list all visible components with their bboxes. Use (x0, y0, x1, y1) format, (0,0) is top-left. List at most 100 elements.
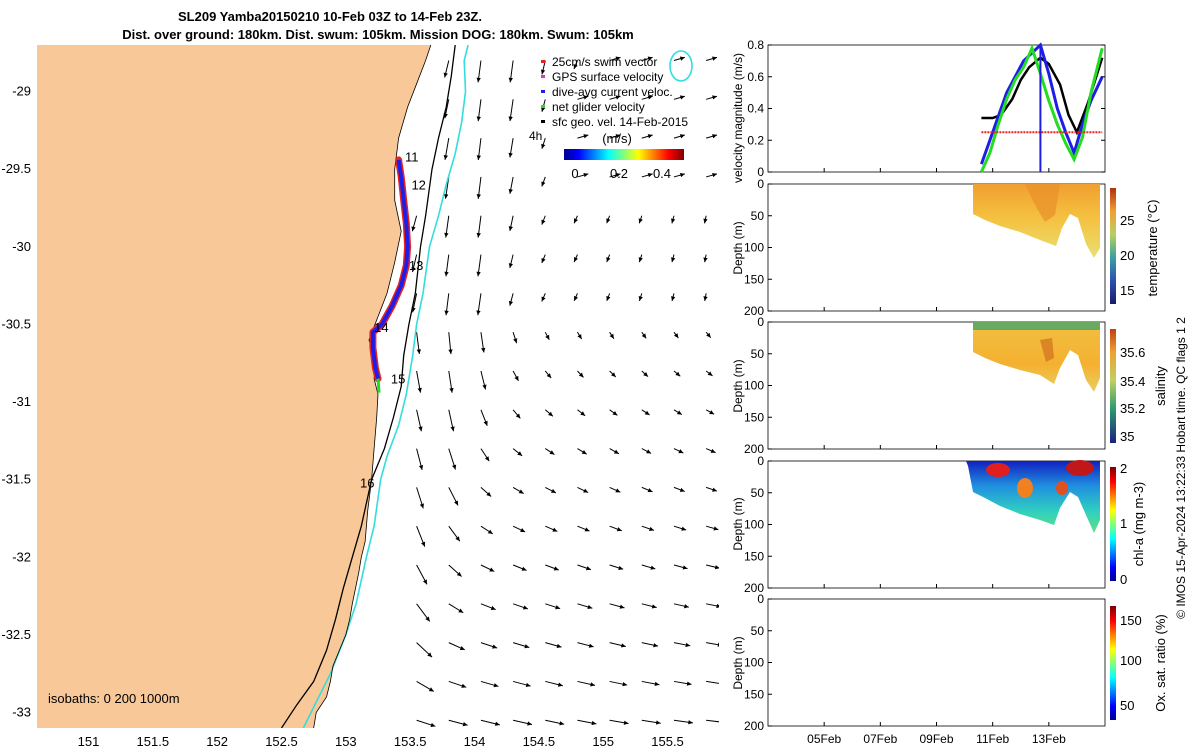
velocity-arrowhead (703, 257, 708, 263)
map-y-tick: -30.5 (1, 316, 31, 331)
salinity-colorbar-label: salinity (1153, 366, 1168, 406)
velocity-arrowhead (591, 720, 597, 726)
velocity-arrowhead (476, 194, 481, 199)
colorbar-tick-0: 0 (571, 166, 578, 181)
net-glider-velocity (376, 378, 381, 393)
velocity-arrowhead (448, 349, 453, 355)
velocity-ytick: 0 (757, 165, 764, 179)
velocity-arrowhead (430, 722, 436, 728)
oxygen-ylabel: Depth (m) (731, 636, 745, 689)
velocity-arrowhead (647, 488, 653, 493)
chla-cb-tick-1: 1 (1120, 516, 1127, 531)
velocity-arrowhead (678, 449, 684, 454)
velocity-arrowhead (679, 172, 685, 178)
velocity-arrowhead (606, 218, 611, 224)
velocity-arrowhead (541, 296, 546, 302)
map-x-tick: 151 (78, 734, 100, 749)
day-label: 11 (405, 149, 419, 164)
velocity-arrowhead (679, 134, 685, 139)
velocity-arrowhead (520, 528, 526, 532)
velocity-arrowhead (527, 721, 532, 726)
velocity-arrowhead (613, 449, 619, 454)
velocity-arrowhead (490, 605, 496, 610)
velocity-arrow (706, 642, 719, 646)
temperature-cb-tick-25: 25 (1120, 213, 1134, 228)
velocity-arrowhead (583, 172, 589, 178)
dive-avg-track (370, 159, 410, 380)
velocity-axes (767, 44, 1106, 173)
legend-label: sfc geo. vel. 14-Feb-2015 (552, 115, 688, 129)
salinity-section (973, 322, 1100, 392)
velocity-arrowhead (580, 411, 586, 416)
legend-swatch (541, 75, 545, 78)
legend-label: dive-avg current veloc. (552, 85, 673, 99)
velocity-arrowhead (443, 155, 448, 160)
chla-panel: Depth (m) chl-a (mg m-3) 0 1 2 (731, 460, 1146, 589)
salinity-cb-tick-35.6: 35.6 (1120, 345, 1145, 360)
velocity-arrowhead (615, 95, 621, 100)
velocity-arrowhead (573, 218, 578, 224)
velocity-arrowhead (515, 413, 521, 419)
velocity-arrowhead (713, 526, 719, 531)
velocity-arrowhead (712, 56, 718, 61)
velocity-arrowhead (513, 338, 518, 344)
oxygen-colorbar (1110, 606, 1116, 720)
colorbar-tick-1: 0.2 (610, 166, 628, 181)
velocity-arrowhead (522, 605, 528, 610)
velocity-arrowhead (619, 604, 625, 609)
oxygen-colorbar-label: Ox. sat. ratio (%) (1153, 614, 1168, 712)
figure-title: SL209 Yamba20150210 10-Feb 03Z to 14-Feb… (122, 9, 634, 42)
depth-tick: 200 (744, 581, 764, 595)
velocity-arrowhead (555, 605, 561, 610)
velocity-arrow (706, 719, 719, 723)
velocity-arrowhead (444, 193, 449, 199)
velocity-arrowhead (476, 232, 481, 238)
velocity-arrowhead (712, 95, 718, 100)
legend-swatch (541, 120, 545, 123)
time-tick: 07Feb (863, 732, 897, 746)
depth-axis-ticks: 0501001502000501001502000501001502000501… (744, 177, 772, 733)
chla-cb-tick-0: 0 (1120, 572, 1127, 587)
velocity-arrowhead (609, 333, 614, 339)
velocity-arrowhead (508, 116, 513, 122)
velocity-arrowhead (712, 134, 718, 139)
legend-swatch (541, 90, 545, 93)
velocity-arrowhead (518, 489, 524, 494)
velocity-arrowhead (421, 541, 426, 547)
land-area (37, 45, 431, 728)
temperature-colorbar-label: temperature (°C) (1145, 200, 1160, 297)
velocity-arrowhead (444, 271, 449, 277)
eddy-contour (669, 50, 693, 82)
title-line-1: SL209 Yamba20150210 10-Feb 03Z to 14-Feb… (178, 9, 482, 24)
velocity-arrowhead (573, 257, 578, 263)
velocity-arrowhead (577, 334, 582, 340)
velocity-arrowhead (670, 218, 676, 224)
velocity-arrowhead (541, 219, 546, 225)
depth-tick: 150 (744, 549, 764, 563)
velocity-arrowhead (411, 267, 416, 273)
velocity-arrowhead (685, 642, 691, 648)
temperature-cb-tick-20: 20 (1120, 248, 1134, 263)
velocity-arrowhead (454, 500, 459, 506)
day-label: 15 (391, 371, 405, 386)
velocity-arrowhead (641, 333, 647, 339)
velocity-arrowhead (487, 529, 493, 534)
velocity-arrowhead (484, 456, 490, 462)
velocity-arrowhead (651, 604, 657, 609)
geostrophic-velocity-field (411, 56, 719, 728)
depth-tick: 200 (744, 442, 764, 456)
chla-patch-4 (1056, 481, 1068, 495)
velocity-arrowhead (673, 333, 679, 339)
velocity-arrowhead (553, 566, 559, 571)
velocity-arrowhead (557, 682, 563, 687)
glider-track (369, 156, 412, 393)
map-panel: 151 151.5 152 152.5 153 153.5 154 154.5 155 155.5… (1, 45, 719, 749)
velocity-arrowhead (578, 372, 584, 378)
velocity-arrowhead (703, 296, 708, 302)
salinity-surface-layer (973, 322, 1100, 330)
temperature-ylabel: Depth (m) (731, 221, 745, 274)
salinity-cb-tick-35.2: 35.2 (1120, 401, 1145, 416)
velocity-arrowhead (583, 95, 589, 100)
velocity-arrowhead (717, 642, 719, 647)
